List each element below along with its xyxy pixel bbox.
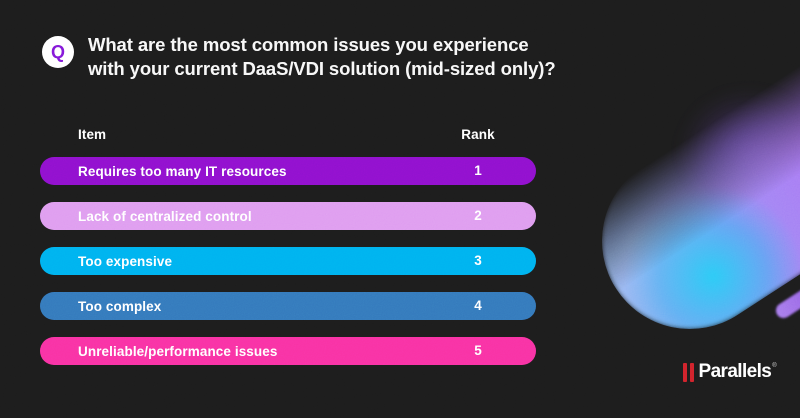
bar-rank: 5 bbox=[474, 343, 482, 358]
bar-rank: 1 bbox=[474, 163, 482, 178]
bar-rank: 4 bbox=[474, 298, 482, 313]
bar-label: Unreliable/performance issues bbox=[78, 343, 278, 359]
page-title-line1: What are the most common issues you expe… bbox=[88, 34, 529, 55]
red-bar-icon bbox=[683, 362, 687, 382]
bar-rank: 3 bbox=[474, 253, 482, 268]
question-badge-letter: Q bbox=[50, 41, 65, 62]
table-row: Too expensive 3 bbox=[40, 247, 536, 275]
bar-label: Requires too many IT resources bbox=[78, 163, 287, 179]
table-row: Too complex 4 bbox=[40, 292, 536, 320]
column-header-item: Item bbox=[78, 127, 107, 142]
parallels-logo: Parallels ® bbox=[683, 361, 777, 383]
bar-label: Too complex bbox=[78, 298, 162, 314]
parallels-bars-icon bbox=[683, 362, 694, 382]
table-row: Unreliable/performance issues 5 bbox=[40, 337, 536, 365]
bar-rank: 2 bbox=[474, 208, 482, 223]
page-title: What are the most common issues you expe… bbox=[88, 33, 556, 80]
logo-text: Parallels bbox=[698, 361, 772, 382]
red-bar-icon bbox=[689, 362, 694, 382]
page-title-line2: with your current DaaS/VDI solution (mid… bbox=[88, 57, 556, 79]
table-row: Requires too many IT resources 1 bbox=[40, 157, 536, 185]
question-badge-icon: Q bbox=[42, 36, 74, 68]
registered-mark: ® bbox=[772, 363, 777, 369]
column-header-rank: Rank bbox=[461, 127, 495, 142]
bar-label: Lack of centralized control bbox=[78, 208, 252, 224]
rank-table-body: Requires too many IT resources 1 Lack of… bbox=[40, 157, 536, 382]
table-row: Lack of centralized control 2 bbox=[40, 202, 536, 230]
bar-label: Too expensive bbox=[78, 253, 173, 269]
